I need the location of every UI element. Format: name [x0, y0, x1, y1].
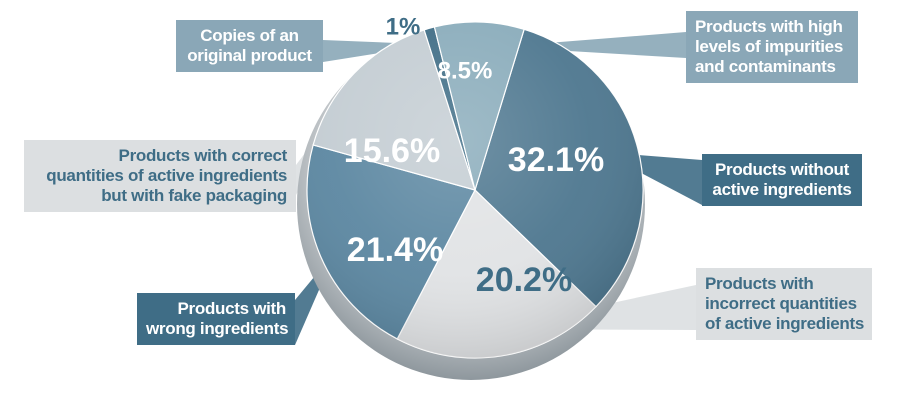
callout-copies-line-2: original product: [187, 46, 312, 65]
callout-impurities-line-1: Products with high: [695, 17, 843, 36]
callout-without-active: Products without active ingredients: [702, 154, 862, 206]
callout-wrong-line-1: Products with: [177, 299, 287, 318]
callout-correct-fake-line-3: but with fake packaging: [101, 186, 287, 205]
slice-value-label-4: 15.6%: [344, 132, 440, 170]
slice-value-label-6: 8.5%: [438, 57, 493, 84]
callout-copies-line-1: Copies of an: [200, 26, 299, 45]
callout-incorrect-line-2: incorrect quantities: [705, 294, 857, 313]
callout-impurities-line-3: and contaminants: [695, 57, 836, 76]
callout-incorrect-line-1: Products with: [705, 274, 814, 293]
slice-value-label-5: 1%: [386, 13, 421, 40]
callout-wrong: Products with wrong ingredients: [137, 293, 295, 345]
callout-wrong-line-2: wrong ingredients: [146, 319, 289, 338]
callout-impurities-line-2: levels of impurities: [695, 37, 843, 56]
callout-incorrect-line-3: of active ingredients: [705, 314, 865, 333]
slice-value-label-1: 32.1%: [508, 141, 604, 179]
callout-correct-fake-line-2: quantities of active ingredients: [46, 166, 287, 185]
callout-correct-fake-line-1: Products with correct: [118, 146, 288, 165]
slice-value-label-2: 20.2%: [476, 261, 572, 299]
callout-without-active-line-2: active ingredients: [712, 180, 852, 199]
callout-impurities: Products with high levels of impurities …: [686, 11, 858, 83]
callout-correct-fake: Products with correct quantities of acti…: [24, 140, 296, 212]
callout-without-active-line-1: Products without: [714, 160, 850, 179]
callout-copies: Copies of an original product: [176, 20, 323, 72]
slice-value-label-3: 21.4%: [347, 231, 443, 269]
callout-incorrect: Products with incorrect quantities of ac…: [696, 268, 872, 340]
